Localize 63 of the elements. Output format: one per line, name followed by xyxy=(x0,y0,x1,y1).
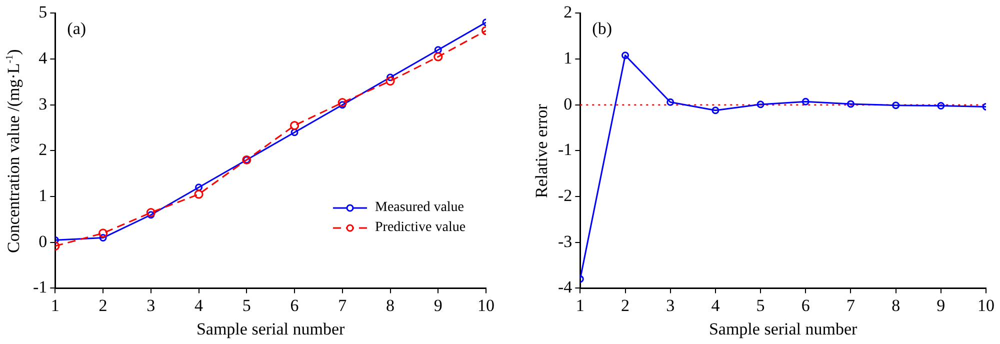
y-tick-label: 2 xyxy=(564,2,572,22)
point xyxy=(622,52,630,60)
x-tick-label: 5 xyxy=(242,296,251,315)
y-tick-label: 2 xyxy=(38,140,48,160)
point xyxy=(98,228,108,238)
x-axis-title: Sample serial number xyxy=(196,319,346,338)
point xyxy=(338,101,346,109)
point xyxy=(99,234,107,242)
x-tick-label: 5 xyxy=(756,296,765,315)
point xyxy=(386,74,394,82)
x-tick-label: 9 xyxy=(434,296,442,315)
x-tick-label: 6 xyxy=(290,296,299,315)
point xyxy=(937,102,945,110)
point xyxy=(666,98,674,106)
x-tick-label: 4 xyxy=(194,296,204,315)
point xyxy=(892,102,900,110)
point xyxy=(194,190,204,199)
point xyxy=(146,208,156,218)
point xyxy=(386,76,395,86)
x-tick-label: 8 xyxy=(892,296,900,315)
annotation: (a) xyxy=(67,19,86,38)
point xyxy=(338,98,347,108)
point xyxy=(290,120,300,130)
y-axis-title: Relative error xyxy=(532,104,552,198)
point xyxy=(195,184,203,192)
x-tick-label: 9 xyxy=(936,296,946,315)
point xyxy=(147,211,155,219)
y-tick-label: 0 xyxy=(38,232,48,251)
point xyxy=(756,100,764,108)
legend-label: Predictive value xyxy=(375,219,466,238)
y-tick-label: 0 xyxy=(564,94,572,114)
x-tick-label: 1 xyxy=(50,296,60,315)
x-tick-label: 2 xyxy=(98,296,108,315)
point xyxy=(712,106,720,114)
y-tick-label: 1 xyxy=(564,48,572,68)
y-tick-label: -1 xyxy=(558,140,572,160)
x-tick-label: 6 xyxy=(801,296,810,315)
annotation: (b) xyxy=(592,19,612,38)
x-tick-label: 10 xyxy=(978,296,994,315)
y-tick-label: 5 xyxy=(38,2,48,22)
y-tick-label: 1 xyxy=(38,186,48,205)
point xyxy=(434,46,442,54)
y-tick-label: -4 xyxy=(558,278,573,297)
point xyxy=(802,98,810,106)
y-tick-label: -2 xyxy=(558,186,572,205)
x-tick-label: 7 xyxy=(338,296,348,315)
legend-label: Measured value xyxy=(375,199,464,218)
x-tick-label: 7 xyxy=(846,296,856,315)
x-tick-label: 1 xyxy=(576,296,584,315)
x-tick-label: 2 xyxy=(621,296,630,315)
y-tick-label: -1 xyxy=(32,278,48,297)
x-tick-label: 10 xyxy=(478,296,494,315)
point xyxy=(290,128,298,136)
x-tick-label: 8 xyxy=(386,296,395,315)
x-tick-label: 3 xyxy=(146,296,156,315)
x-tick-label: 4 xyxy=(711,296,720,315)
point xyxy=(434,52,443,62)
x-axis-title: Sample serial number xyxy=(708,319,858,338)
point xyxy=(846,100,854,108)
y-tick-label: -3 xyxy=(558,232,572,251)
y-tick-label: 3 xyxy=(38,94,48,114)
x-tick-label: 3 xyxy=(666,296,675,315)
y-tick-label: 4 xyxy=(38,48,48,68)
